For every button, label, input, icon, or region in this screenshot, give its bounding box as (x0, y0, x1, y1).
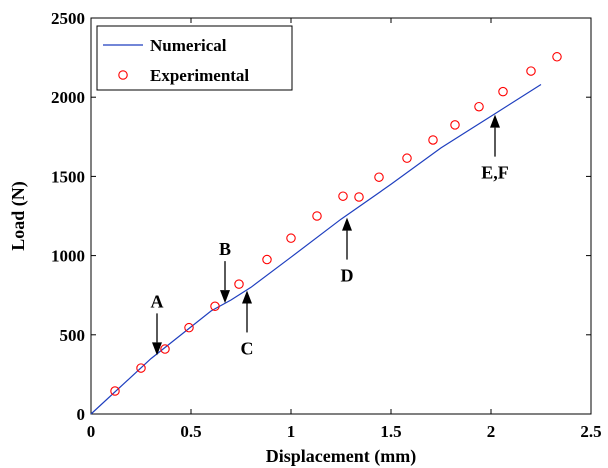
data-point-experimental (312, 211, 322, 221)
x-tick-label: 2.5 (580, 422, 601, 441)
annotation-arrow-head (220, 290, 230, 304)
data-point-experimental (498, 86, 508, 97)
data-point-experimental (428, 135, 438, 145)
data-point-experimental (136, 363, 146, 373)
data-point-experimental (262, 254, 272, 265)
annotation-label: D (341, 266, 354, 286)
y-tick-label: 2000 (51, 88, 85, 107)
data-point-experimental (374, 172, 384, 182)
annotation-label: A (151, 291, 164, 311)
data-point-experimental (210, 301, 220, 312)
annotation-c: C (241, 290, 254, 358)
data-point-experimental (402, 153, 412, 163)
y-tick-label: 1000 (51, 247, 85, 266)
data-point-experimental (474, 101, 484, 112)
axis-ticks: 0 0.5 1 1.5 2 2.5 0 500 1000 1500 2000 2500 (51, 9, 602, 441)
data-point-experimental (526, 66, 536, 76)
series-line-numerical (90, 83, 542, 415)
data-point-experimental (552, 52, 562, 62)
x-tick-label: 1.5 (380, 422, 401, 441)
x-tick-label: 1 (287, 422, 296, 441)
data-point-experimental (160, 344, 170, 354)
annotation-arrow-head (152, 342, 162, 356)
series-layer (90, 52, 562, 415)
data-point-experimental (184, 322, 194, 333)
data-point-experimental (338, 191, 348, 201)
annotation-label: E,F (481, 163, 509, 183)
legend-box (96, 25, 293, 91)
data-point-experimental (286, 233, 296, 243)
legend-label-experimental: Experimental (150, 66, 249, 85)
annotation-arrow-head (242, 290, 252, 304)
annotation-layer: A B C D E,F (151, 114, 509, 358)
legend-label-numerical: Numerical (150, 36, 227, 55)
annotation-a: A (151, 291, 164, 356)
data-point-experimental (450, 120, 460, 130)
data-point-experimental (110, 386, 120, 396)
annotation-b: B (219, 239, 231, 304)
data-point-experimental (234, 279, 244, 289)
y-tick-label: 2500 (51, 9, 85, 28)
y-tick-label: 1500 (51, 167, 85, 186)
x-tick-label: 0.5 (180, 422, 201, 441)
y-tick-label: 500 (60, 326, 86, 345)
legend: Numerical Experimental (96, 25, 293, 91)
annotation-label: B (219, 239, 231, 259)
annotation-arrow-head (490, 114, 500, 128)
x-axis-label: Displacement (mm) (266, 446, 416, 467)
annotation-ef: E,F (481, 114, 509, 183)
data-point-experimental (354, 192, 364, 202)
x-tick-label: 0 (87, 422, 96, 441)
legend-marker-experimental (118, 70, 128, 80)
y-tick-label: 0 (77, 405, 86, 424)
annotation-d: D (341, 217, 354, 286)
annotation-label: C (241, 338, 254, 358)
annotation-arrow-head (342, 217, 352, 231)
y-axis-label: Load (N) (8, 181, 29, 251)
x-tick-label: 2 (487, 422, 496, 441)
